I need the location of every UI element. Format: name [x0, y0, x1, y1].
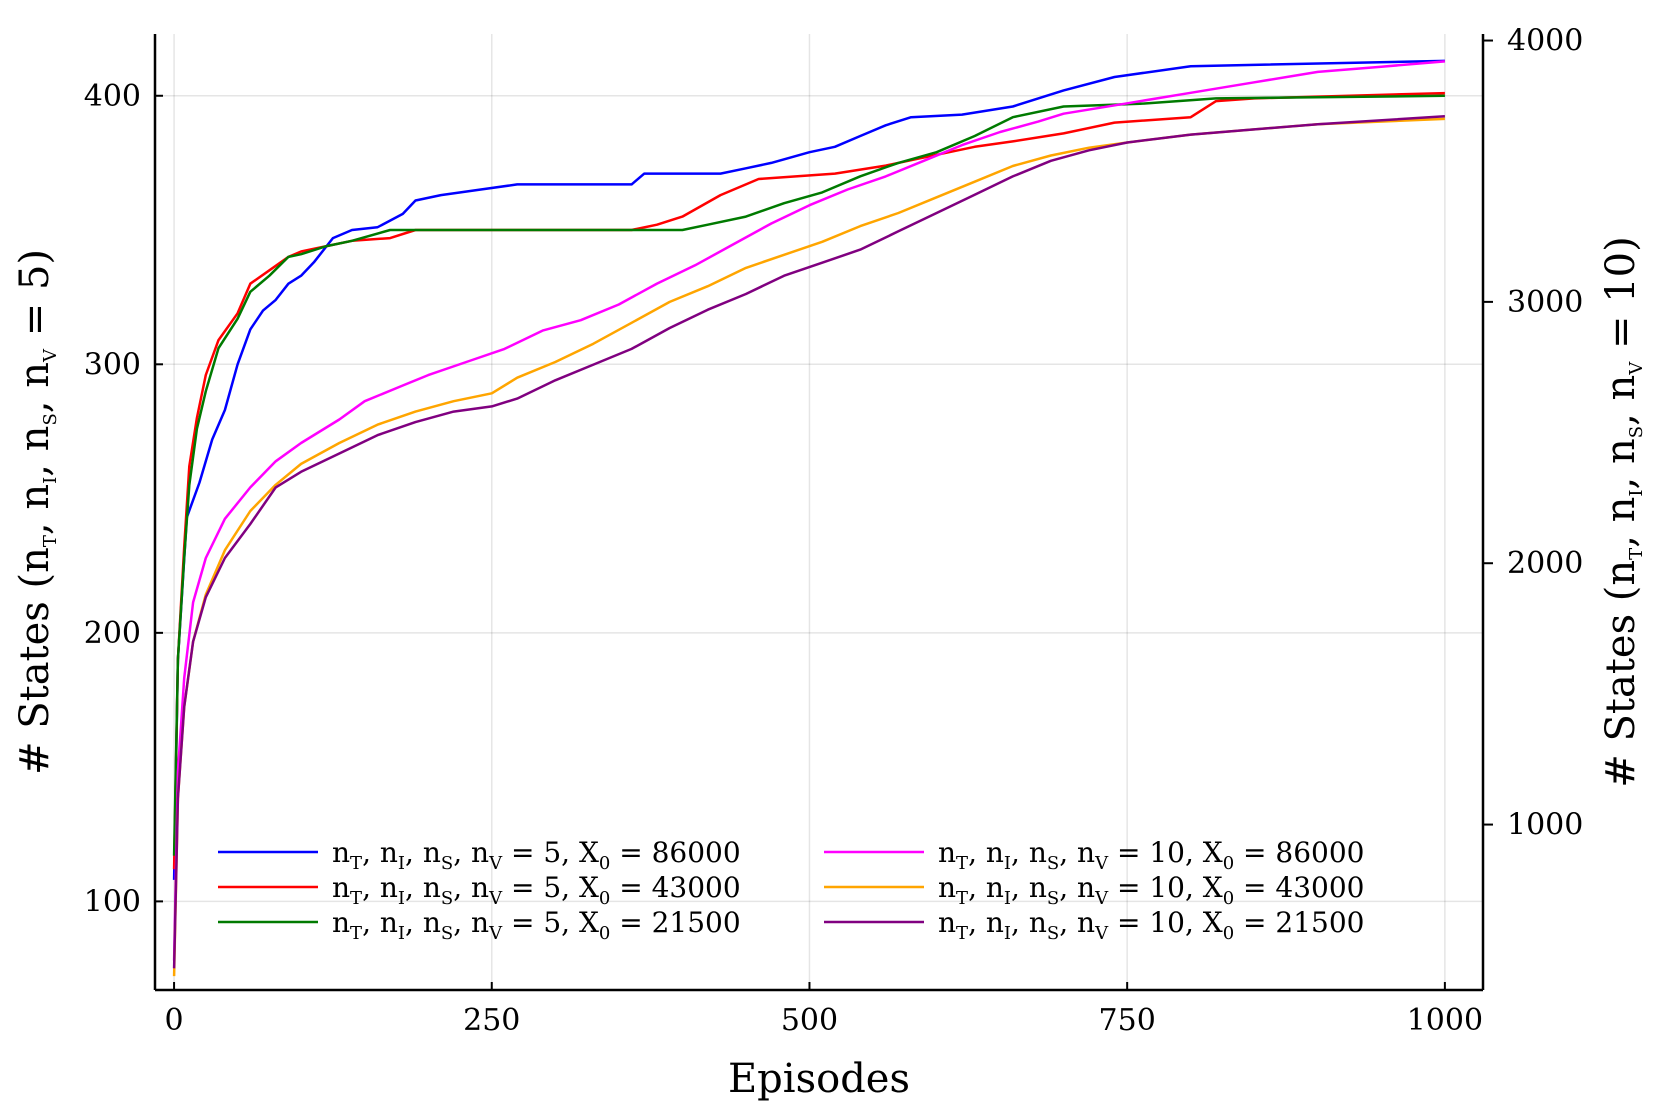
y-tick-label: 100 [84, 884, 141, 919]
y2-tick-label: 4000 [1507, 24, 1583, 59]
axes-frame [153, 34, 1485, 992]
series-line-6 [172, 115, 1445, 969]
x-tick-label: 750 [1099, 1003, 1156, 1038]
y-axis-title: # States (nT, nI, nS, nV = 5) [12, 249, 61, 775]
y2-axis-title: # States (nT, nI, nS, nV = 10) [1598, 236, 1647, 787]
y2-tick-labels: 1000 2000 3000 4000 [1483, 24, 1583, 843]
series-line-1 [172, 59, 1445, 880]
legend-entry-2: nT, nI, nS, nV = 5, X0 = 43000 [332, 871, 741, 909]
legend-entry-6: nT, nI, nS, nV = 10, X0 = 21500 [938, 906, 1364, 944]
series-lines [172, 59, 1446, 977]
y-tick-label: 200 [84, 616, 141, 651]
x-axis-title: Episodes [728, 1056, 910, 1102]
y-tick-labels: 100 200 300 400 [84, 79, 163, 919]
legend-entry-3: nT, nI, nS, nV = 5, X0 = 21500 [332, 906, 741, 944]
x-tick-label: 1000 [1407, 1003, 1483, 1038]
grid-lines [155, 34, 1483, 990]
series-line-5 [172, 117, 1445, 977]
y2-tick-label: 2000 [1507, 546, 1583, 581]
y-tick-label: 400 [84, 79, 141, 114]
legend-entry-5: nT, nI, nS, nV = 10, X0 = 43000 [938, 871, 1364, 909]
x-tick-label: 0 [165, 1003, 184, 1038]
x-tick-label: 250 [463, 1003, 520, 1038]
y2-tick-label: 1000 [1507, 808, 1583, 843]
series-line-4 [172, 60, 1446, 961]
y-tick-label: 300 [84, 347, 141, 382]
legend-entry-4: nT, nI, nS, nV = 10, X0 = 86000 [938, 836, 1364, 874]
legend-entry-1: nT, nI, nS, nV = 5, X0 = 86000 [332, 836, 741, 874]
series-line-3 [172, 94, 1445, 856]
y2-tick-label: 3000 [1507, 285, 1583, 320]
x-tick-label: 500 [781, 1003, 838, 1038]
x-tick-labels: 0 250 500 750 1000 [165, 982, 1483, 1038]
